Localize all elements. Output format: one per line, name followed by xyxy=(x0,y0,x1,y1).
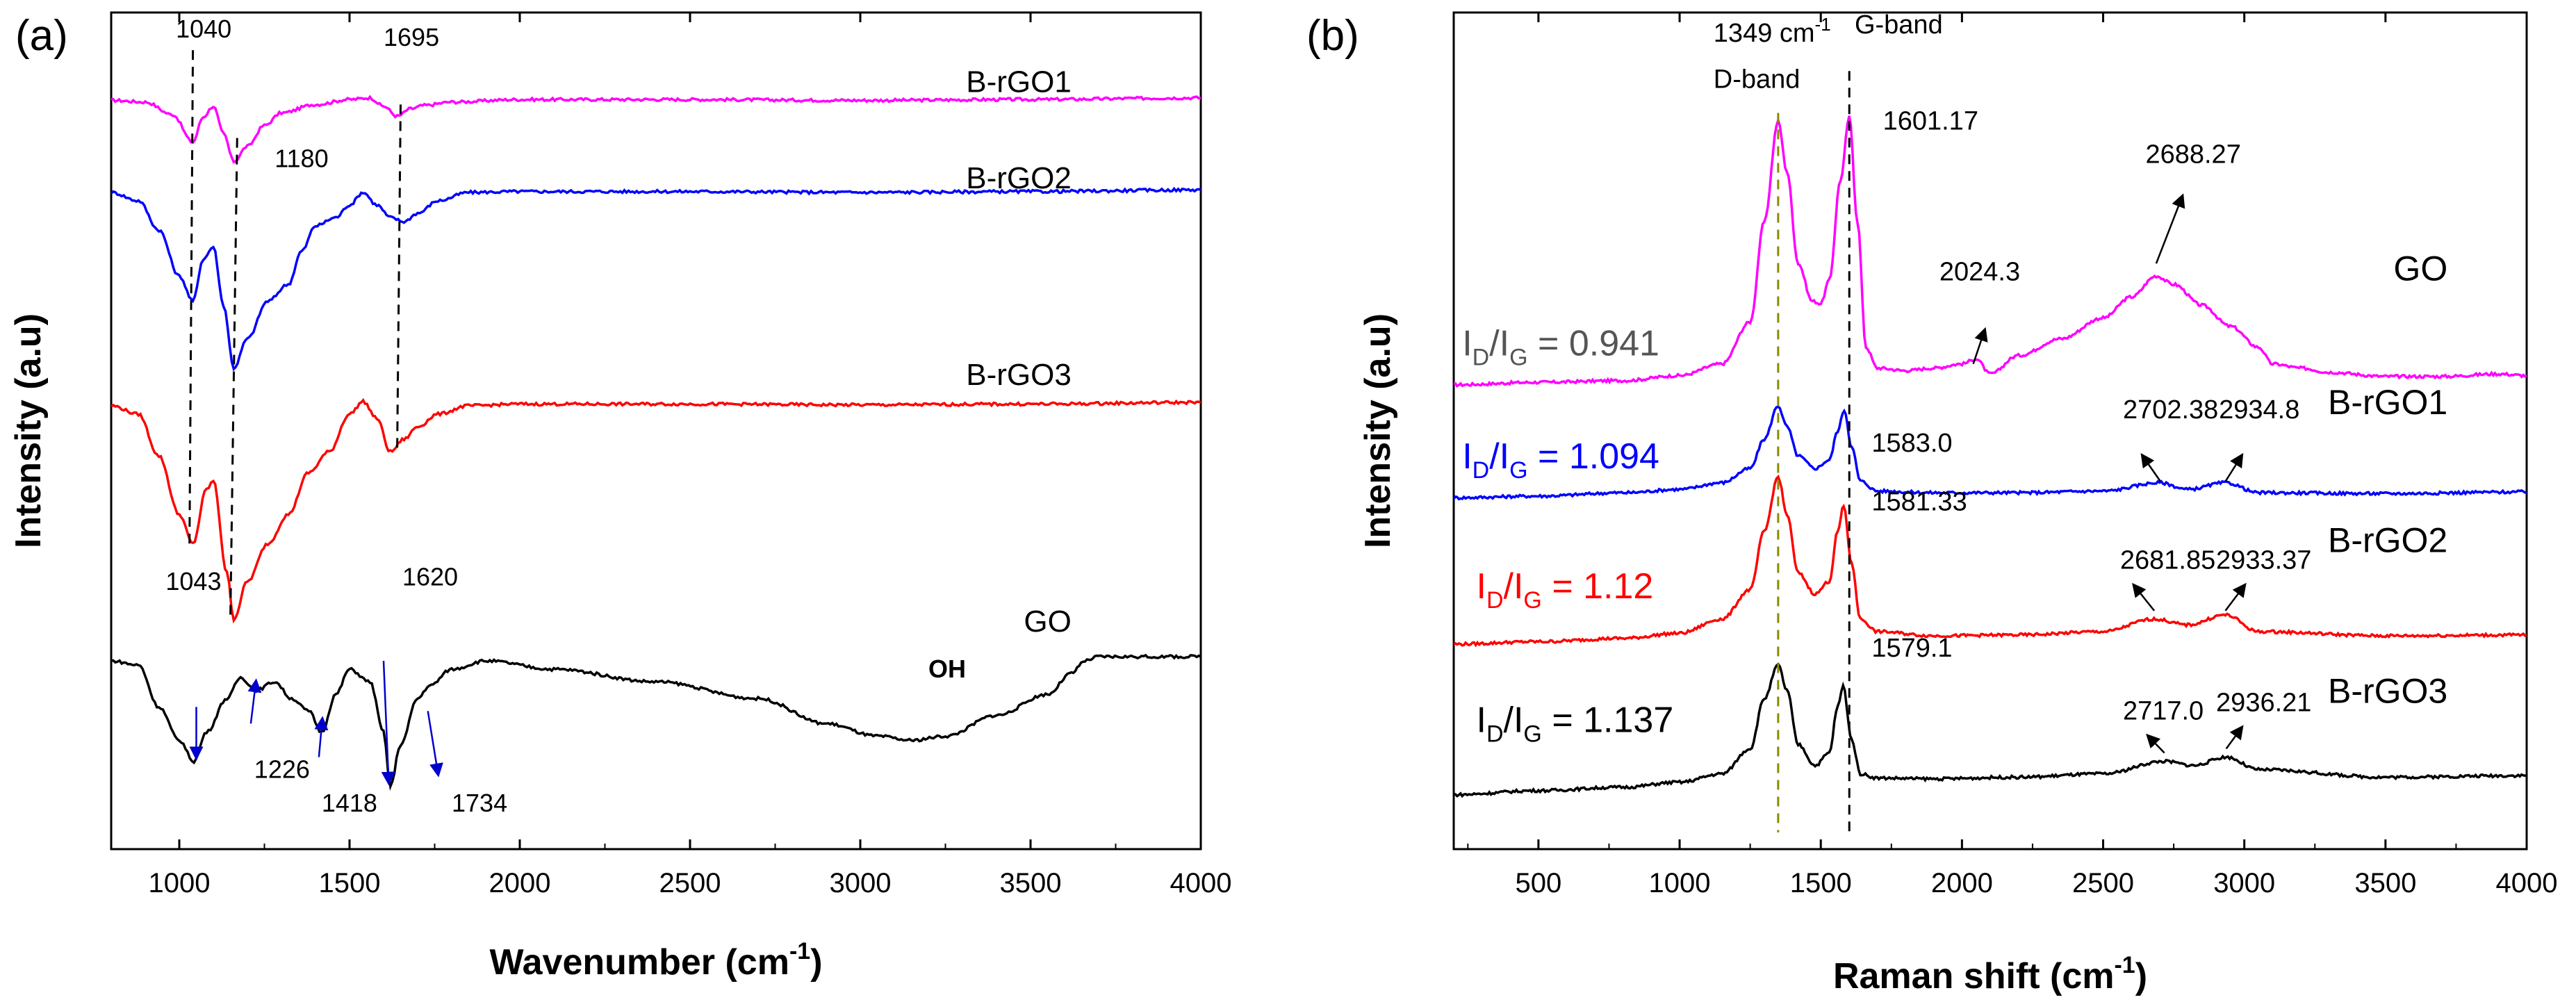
series-label-b-rgo2: B-rGO2 xyxy=(966,161,1072,195)
series-line-go xyxy=(111,653,1201,791)
panel-b-label: (b) xyxy=(1306,12,1359,60)
x-tick-label: 4000 xyxy=(2496,868,2558,898)
panel-a: 1000 1500 2000 2500 3000 3500 4000 Wavenumber (… xyxy=(8,11,1232,983)
x-tick-label: 1500 xyxy=(319,868,381,898)
peak-annotation: G-band xyxy=(1855,10,1943,40)
series-label-b-rgo3: B-rGO3 xyxy=(2328,671,2447,710)
panel-b: 500 1000 1500 2000 2500 3000 3500 4000 Raman shi… xyxy=(1358,10,2557,996)
peak-annotation: 1601.17 xyxy=(1883,107,1978,136)
x-tick-label: 1000 xyxy=(149,868,211,898)
x-tick-label: 3500 xyxy=(2354,868,2416,898)
x-tick-label: 4000 xyxy=(1170,868,1232,898)
x-tick-label: 1500 xyxy=(1790,868,1852,898)
series-line-b-rgo2 xyxy=(111,186,1201,372)
peak-annotation: 1418 xyxy=(322,789,377,817)
peak-arrow xyxy=(2224,582,2247,611)
dashed-guide xyxy=(229,138,238,619)
x-tick-label: 3000 xyxy=(2213,868,2275,898)
series-label-b-rgo1: B-rGO1 xyxy=(2328,383,2447,422)
peak-annotation: 2024.3 xyxy=(1939,257,2020,286)
peak-annotation: 1043 xyxy=(165,567,221,596)
peak-annotation: OH xyxy=(928,655,966,683)
x-axis-label: Raman shift (cm-1) xyxy=(1833,952,2147,996)
series-line-b-rgo2 xyxy=(1454,474,2527,648)
peak-arrow xyxy=(381,661,395,786)
peak-annotation: 2681.85 xyxy=(2120,546,2215,575)
peak-arrow xyxy=(314,716,329,757)
peak-annotation: 2934.8 xyxy=(2219,395,2299,425)
peak-annotation: 1579.1 xyxy=(1871,634,1952,663)
peak-annotation: 1620 xyxy=(402,563,458,591)
dashed-guide xyxy=(396,104,402,448)
x-tick-label: 2000 xyxy=(1931,868,1993,898)
series-line-b-rgo1 xyxy=(1454,405,2527,501)
series-label-go: GO xyxy=(1024,605,1071,639)
series-line-go xyxy=(1454,115,2527,388)
series-label-b-rgo3: B-rGO3 xyxy=(966,358,1072,392)
peak-annotation: 1226 xyxy=(254,755,310,784)
series-line-b-rgo3 xyxy=(111,397,1201,624)
x-tick-label: 2500 xyxy=(2072,868,2134,898)
peak-arrow xyxy=(427,711,443,778)
peak-arrow xyxy=(2225,725,2244,750)
peak-arrow xyxy=(247,678,262,724)
peak-annotation: 2936.21 xyxy=(2216,688,2311,717)
y-axis-label: Intensity (a.u) xyxy=(1358,313,1398,548)
y-axis-label: Intensity (a.u) xyxy=(8,313,49,548)
peak-annotation: 1583.0 xyxy=(1871,429,1952,458)
peak-arrow xyxy=(2146,733,2165,754)
peak-annotation: 2702.38 xyxy=(2123,395,2218,425)
intensity-ratio: ID/IG = 1.12 xyxy=(1477,566,1654,614)
peak-annotation: 1040 xyxy=(176,15,231,43)
peak-annotation: 2717.0 xyxy=(2123,696,2204,725)
x-axis-label: Wavenumber (cm-1) xyxy=(489,938,822,983)
peak-annotation: 2688.27 xyxy=(2145,140,2240,170)
series-label-go: GO xyxy=(2393,249,2447,288)
x-tick-label: 2000 xyxy=(489,868,551,898)
peak-annotation: 2933.37 xyxy=(2216,546,2311,575)
peak-arrow xyxy=(1972,327,1988,365)
peak-annotation: 1581.33 xyxy=(1871,487,1967,516)
series-label-b-rgo2: B-rGO2 xyxy=(2328,521,2447,560)
intensity-ratio: ID/IG = 0.941 xyxy=(1462,324,1659,371)
x-tick-label: 500 xyxy=(1516,868,1562,898)
x-tick-label: 1000 xyxy=(1649,868,1711,898)
x-tick-label: 2500 xyxy=(659,868,721,898)
panel-a-label: (a) xyxy=(15,12,68,60)
peak-annotation: 1695 xyxy=(384,23,439,51)
peak-annotation: 1349 cm-1 xyxy=(1714,14,1831,48)
plot-frame xyxy=(1452,11,2528,851)
peak-annotation: 1734 xyxy=(452,789,507,817)
series-label-b-rgo1: B-rGO1 xyxy=(966,65,1072,99)
x-tick-label: 3500 xyxy=(1000,868,1062,898)
series-line-b-rgo3 xyxy=(1454,662,2527,798)
peak-arrow xyxy=(2224,452,2244,482)
peak-annotation: 1180 xyxy=(274,145,328,173)
series-line-b-rgo1 xyxy=(111,95,1201,164)
peak-annotation: D-band xyxy=(1714,65,1800,94)
peak-arrow xyxy=(2132,582,2156,611)
peak-arrow xyxy=(2155,193,2185,264)
peak-arrow xyxy=(2140,453,2161,482)
intensity-ratio: ID/IG = 1.137 xyxy=(1477,700,1674,747)
plot-frame xyxy=(110,11,1202,851)
intensity-ratio: ID/IG = 1.094 xyxy=(1462,436,1659,484)
x-tick-label: 3000 xyxy=(830,868,892,898)
